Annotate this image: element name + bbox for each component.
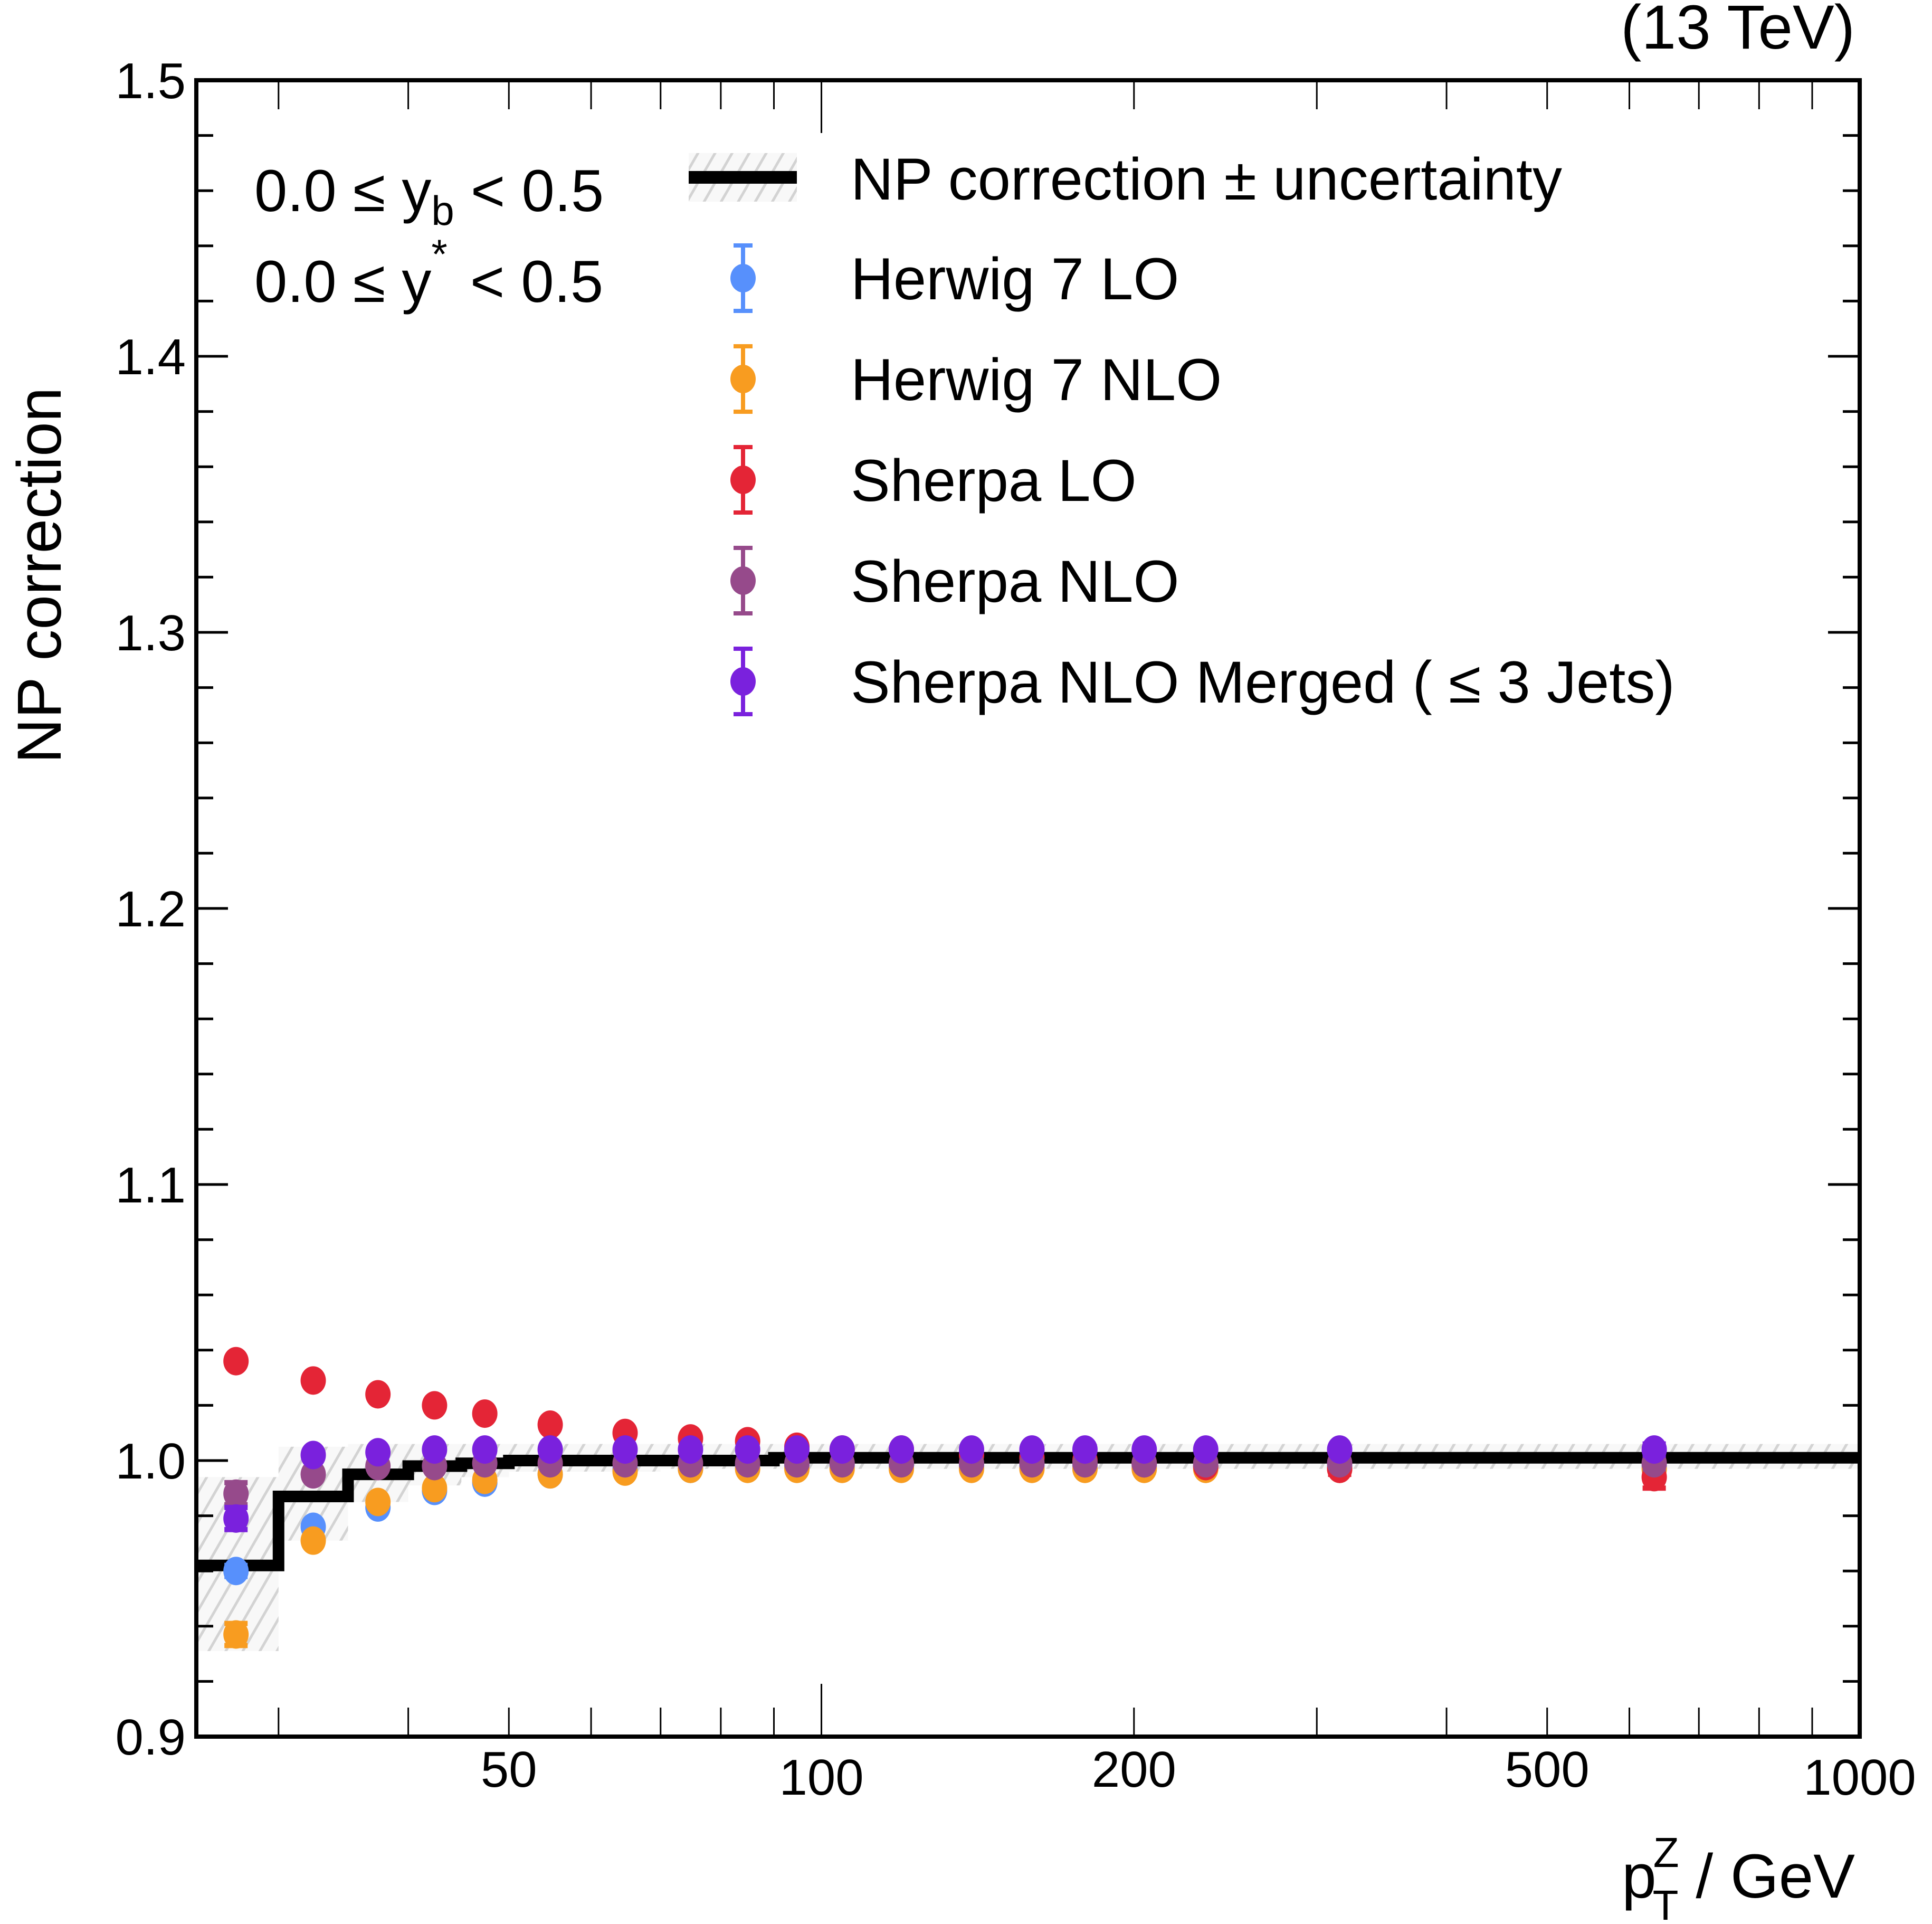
data-point-herwig-7-lo — [223, 1557, 249, 1586]
y-tick-label: 1.3 — [116, 605, 186, 661]
y-tick-label: 1.5 — [116, 53, 186, 109]
x-tick-label: 200 — [1092, 1741, 1176, 1798]
data-point-sherpa-nlo-merged-3-jets — [223, 1504, 249, 1533]
data-point-sherpa-lo — [300, 1366, 326, 1395]
x-axis-title: pZ T / GeV — [1622, 1829, 1855, 1924]
legend-marker — [730, 466, 756, 494]
cut-annotations: 0.0 ≤ yb < 0.5 0.0 ≤ y* < 0.5 — [254, 158, 604, 315]
data-point-sherpa-nlo-merged-3-jets — [1641, 1435, 1667, 1464]
energy-label: (13 TeV) — [1621, 0, 1855, 62]
legend-label: Sherpa NLO — [851, 548, 1179, 614]
legend-marker — [730, 264, 756, 292]
legend-marker — [730, 365, 756, 393]
data-point-sherpa-nlo-merged-3-jets — [472, 1435, 498, 1464]
legend-item-herwig-7-nlo: Herwig 7 NLO — [730, 344, 1222, 414]
data-point-sherpa-lo — [472, 1399, 498, 1428]
legend-marker — [730, 566, 756, 595]
legend-label: Sherpa LO — [851, 448, 1137, 514]
cut-ystar: 0.0 ≤ y* < 0.5 — [254, 231, 603, 315]
x-axis-title-sub: T — [1653, 1882, 1679, 1924]
legend-label: Sherpa NLO Merged ( ≤ 3 Jets) — [851, 649, 1675, 715]
y-tick-label: 1.4 — [116, 329, 186, 385]
x-axis-title-unit: / GeV — [1679, 1842, 1855, 1911]
cut-ystar-main: 0.0 ≤ y — [254, 249, 431, 315]
data-point-sherpa-nlo — [223, 1479, 249, 1508]
legend-label: Herwig 7 NLO — [851, 347, 1222, 413]
data-point-sherpa-lo — [223, 1347, 249, 1376]
y-tick-label: 1.1 — [116, 1157, 186, 1214]
data-point-herwig-7-nlo — [300, 1526, 326, 1555]
y-axis-title: NP correction — [5, 387, 74, 764]
data-point-sherpa-nlo-merged-3-jets — [889, 1435, 915, 1464]
cut-yb-sub: b — [431, 187, 454, 234]
data-point-herwig-7-nlo — [223, 1620, 249, 1649]
cut-ystar-sup: * — [431, 231, 447, 277]
cut-yb-rest: < 0.5 — [454, 158, 604, 224]
data-point-sherpa-lo — [365, 1380, 391, 1409]
data-point-sherpa-nlo-merged-3-jets — [537, 1435, 563, 1464]
x-tick-label: 500 — [1505, 1741, 1590, 1798]
data-point-sherpa-nlo-merged-3-jets — [784, 1435, 810, 1464]
legend-item-np-correction: NP correction ± uncertainty — [689, 146, 1562, 212]
data-point-sherpa-nlo-merged-3-jets — [735, 1435, 760, 1464]
legend-label-np-correction: NP correction ± uncertainty — [851, 146, 1562, 212]
x-tick-label: 50 — [481, 1741, 537, 1798]
data-point-herwig-7-nlo — [422, 1474, 448, 1503]
data-point-sherpa-nlo-merged-3-jets — [1019, 1435, 1045, 1464]
cut-yb-main: 0.0 ≤ y — [254, 158, 431, 224]
cut-yb: 0.0 ≤ yb < 0.5 — [254, 158, 604, 234]
data-point-sherpa-nlo-merged-3-jets — [612, 1435, 638, 1464]
legend-line-swatch — [689, 171, 797, 184]
data-point-sherpa-nlo-merged-3-jets — [678, 1435, 703, 1464]
data-point-sherpa-nlo-merged-3-jets — [1193, 1435, 1219, 1464]
data-point-sherpa-nlo-merged-3-jets — [422, 1435, 448, 1464]
cut-ystar-rest: < 0.5 — [454, 249, 603, 315]
data-point-sherpa-nlo-merged-3-jets — [300, 1440, 326, 1470]
axes: 0.9 1.0 1.1 1.2 1.3 1.4 1.5 50 100 200 500 1000 — [116, 53, 1916, 1806]
y-tick-label: 0.9 — [116, 1709, 186, 1766]
legend-item-herwig-7-lo: Herwig 7 LO — [730, 243, 1179, 313]
data-point-sherpa-lo — [537, 1410, 563, 1439]
data-point-herwig-7-nlo — [365, 1487, 391, 1517]
data-point-sherpa-lo — [422, 1391, 448, 1420]
legend-item-sherpa-lo: Sherpa LO — [730, 445, 1137, 515]
x-tick-label: 1000 — [1803, 1749, 1916, 1806]
legend-item-sherpa-nlo: Sherpa NLO — [730, 546, 1179, 615]
x-tick-label: 100 — [779, 1749, 863, 1806]
data-point-sherpa-nlo-merged-3-jets — [829, 1435, 855, 1464]
data-point-sherpa-nlo-merged-3-jets — [365, 1438, 391, 1467]
legend-item-sherpa-nlo-merged-3-jets: Sherpa NLO Merged ( ≤ 3 Jets) — [730, 647, 1675, 716]
data-point-sherpa-nlo-merged-3-jets — [1131, 1435, 1157, 1464]
y-tick-label: 1.0 — [116, 1433, 186, 1490]
data-point-sherpa-nlo-merged-3-jets — [1072, 1435, 1098, 1464]
x-axis-title-sup: Z — [1653, 1829, 1679, 1876]
data-point-sherpa-nlo-merged-3-jets — [1327, 1435, 1353, 1464]
legend: NP correction ± uncertainty Herwig 7 LO H… — [689, 146, 1675, 716]
legend-label: Herwig 7 LO — [851, 246, 1179, 312]
data-points — [223, 1347, 1667, 1649]
y-tick-label: 1.2 — [116, 881, 186, 937]
x-axis-title-main: p — [1622, 1842, 1657, 1911]
data-point-sherpa-nlo-merged-3-jets — [958, 1435, 984, 1464]
legend-marker — [730, 667, 756, 696]
